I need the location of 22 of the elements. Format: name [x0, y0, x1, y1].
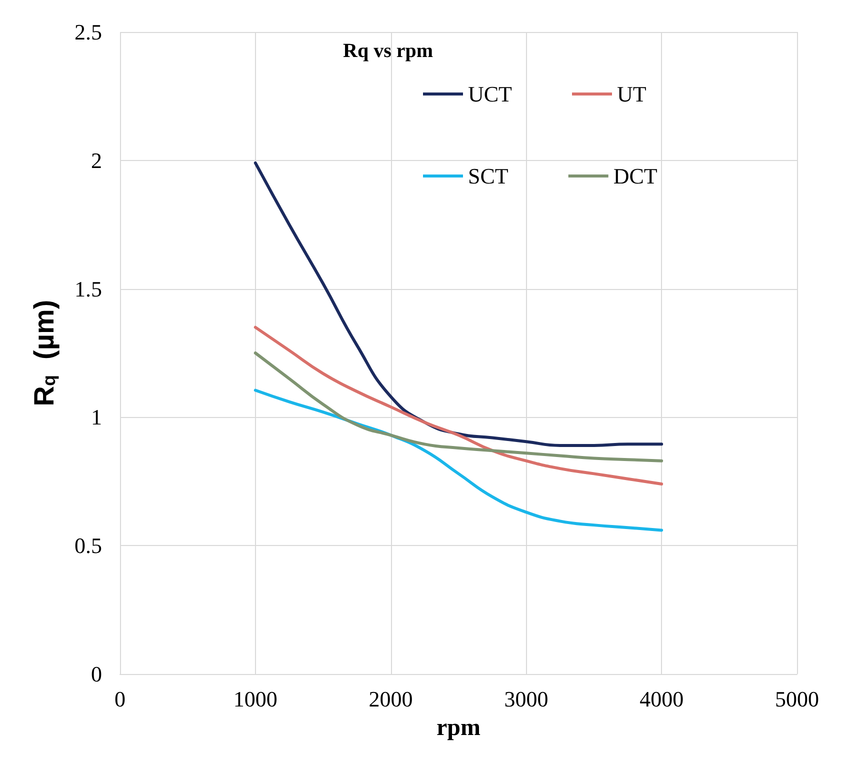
x-tick-label: 2000	[368, 686, 413, 712]
legend-label: DCT	[613, 164, 658, 188]
line-series	[254, 352, 664, 462]
chart-title: Rq vs rpm	[343, 40, 434, 62]
y-tick-label: 1.5	[74, 276, 102, 302]
x-tick-label: 3000	[504, 686, 548, 712]
y-tick-label: 2	[91, 148, 102, 173]
y-tick-label: 0	[91, 662, 102, 686]
x-tick-label: 0	[114, 686, 126, 712]
line-series	[254, 326, 664, 486]
y-axis-title: Rq (µm)	[28, 300, 60, 406]
x-tick-label: 5000	[775, 686, 819, 712]
legend-label: UT	[617, 82, 647, 106]
line-series	[254, 161, 664, 447]
legend-label: UCT	[468, 82, 513, 106]
x-axis-title: rpm	[436, 715, 480, 741]
legend-label: SCT	[468, 164, 509, 188]
y-tick-label: 2.5	[74, 20, 102, 44]
x-tick-label: 1000	[233, 686, 278, 712]
y-tick-label: 1	[91, 404, 102, 430]
x-tick-label: 4000	[640, 686, 684, 712]
y-tick-label: 0.5	[74, 533, 102, 558]
